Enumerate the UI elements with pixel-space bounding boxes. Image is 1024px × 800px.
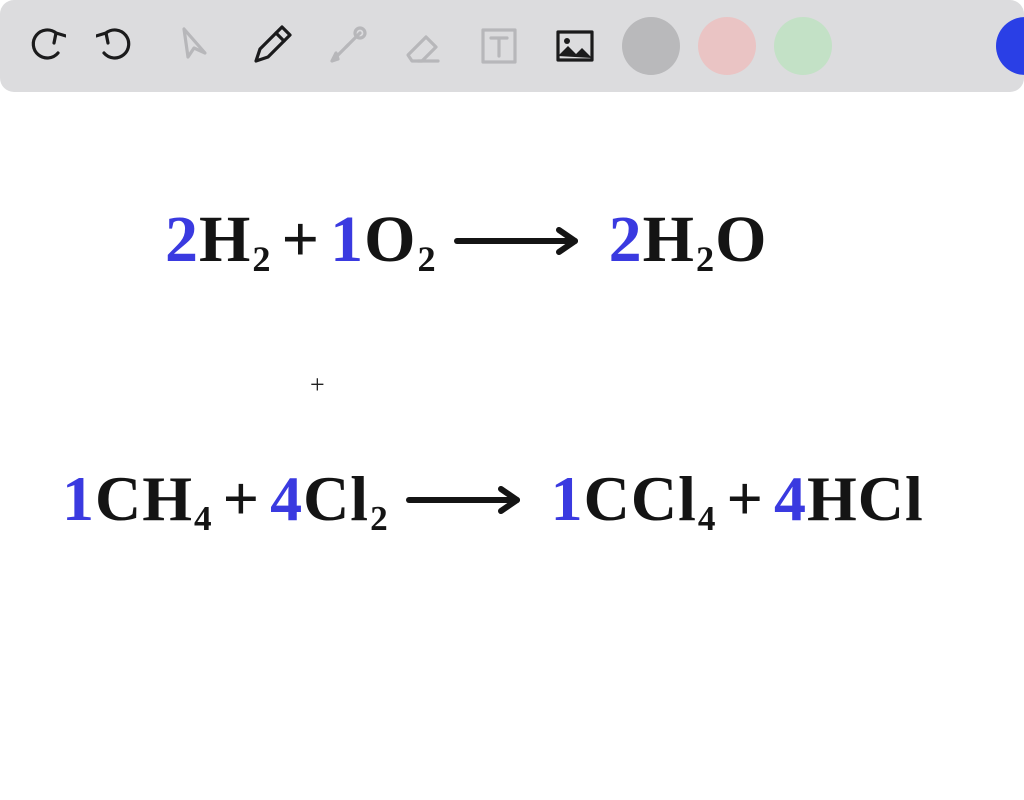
subscript: 4: [697, 499, 717, 538]
formula-text: O: [715, 202, 767, 278]
coefficient: 2: [609, 202, 643, 278]
coefficient: 2: [165, 202, 199, 278]
toolbar: [0, 0, 1024, 92]
coefficient: 4: [774, 462, 807, 536]
pencil-icon[interactable]: [242, 17, 300, 75]
subscript: 4: [193, 499, 213, 538]
plus-sign: +: [213, 463, 270, 534]
formula-text: CH: [95, 462, 193, 536]
reaction-arrow: [403, 462, 537, 536]
color-green[interactable]: [774, 17, 832, 75]
formula-text: O: [364, 202, 416, 278]
redo-icon[interactable]: [90, 17, 148, 75]
formula-text: H: [643, 202, 695, 278]
subscript: 2: [251, 239, 271, 279]
subscript: 2: [416, 239, 436, 279]
coefficient: 4: [270, 462, 303, 536]
color-pink[interactable]: [698, 17, 756, 75]
equation-2: 1CH4+4Cl21CCl4+4HCl: [62, 462, 924, 539]
select-icon[interactable]: [166, 17, 224, 75]
coefficient: 1: [62, 462, 95, 536]
plus-sign: +: [272, 203, 331, 276]
color-gray[interactable]: [622, 17, 680, 75]
coefficient: 1: [330, 202, 364, 278]
tools-icon[interactable]: [318, 17, 376, 75]
eraser-icon[interactable]: [394, 17, 452, 75]
subscript: 2: [695, 239, 715, 279]
reaction-arrow: [451, 202, 595, 278]
plus-sign: +: [716, 463, 773, 534]
canvas: + 2H2+1O22H2O1CH4+4Cl21CCl4+4HCl: [0, 92, 1024, 800]
formula-text: CCl: [584, 462, 697, 536]
coefficient: 1: [551, 462, 584, 536]
text-icon[interactable]: [470, 17, 528, 75]
undo-icon[interactable]: [14, 17, 72, 75]
formula-text: Cl: [303, 462, 369, 536]
formula-text: HCl: [807, 462, 924, 536]
formula-text: H: [199, 202, 251, 278]
equation-1: 2H2+1O22H2O: [165, 202, 767, 280]
image-icon[interactable]: [546, 17, 604, 75]
subscript: 2: [369, 499, 389, 538]
stray-plus: +: [310, 370, 325, 400]
